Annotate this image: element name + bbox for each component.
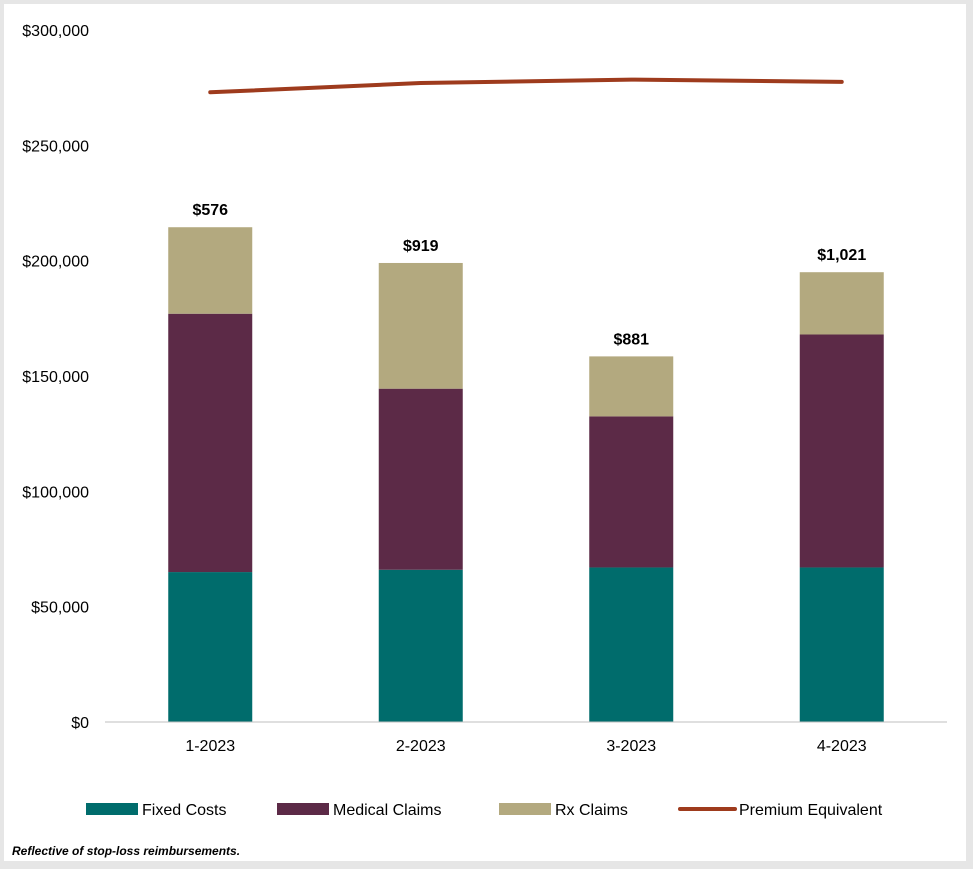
x-tick-label: 3-2023 — [606, 738, 656, 755]
bar-rx-claims — [168, 227, 253, 314]
chart-frame: $0 $50,000 $100,000 $150,000 $200,000 $250,00… — [4, 4, 966, 861]
bar-total-label: $1,021 — [817, 247, 866, 264]
footnote: Reflective of stop-loss reimbursements. — [12, 844, 241, 858]
bars: $576 $919 $881 $1,021 — [168, 202, 884, 722]
bar-medical-claims — [168, 313, 253, 573]
y-tick-label: $300,000 — [22, 23, 89, 40]
bar-fixed-costs — [378, 569, 463, 722]
legend-label-fixed-costs: Fixed Costs — [142, 802, 226, 819]
bar-rx-claims — [589, 356, 674, 417]
bar-medical-claims — [589, 416, 674, 568]
y-axis: $0 $50,000 $100,000 $150,000 $200,000 $250,00… — [22, 23, 89, 732]
bar-medical-claims — [799, 334, 884, 568]
bar-fixed-costs — [168, 572, 253, 722]
legend-label-medical-claims: Medical Claims — [333, 802, 441, 819]
bar-medical-claims — [378, 388, 463, 570]
bar-fixed-costs — [799, 567, 884, 722]
x-tick-label: 4-2023 — [817, 738, 867, 755]
bar-total-label: $576 — [192, 202, 228, 219]
x-axis: 1-2023 2-2023 3-2023 4-2023 — [105, 721, 947, 755]
chart: $0 $50,000 $100,000 $150,000 $200,000 $250,00… — [22, 23, 947, 819]
bar-total-label: $919 — [403, 238, 439, 255]
legend-swatch-rx-claims — [499, 803, 551, 815]
x-tick-label: 2-2023 — [396, 738, 446, 755]
y-tick-label: $0 — [71, 715, 89, 732]
premium-equivalent-line — [208, 77, 844, 95]
y-tick-label: $50,000 — [31, 600, 89, 617]
legend-swatch-medical-claims — [277, 803, 329, 815]
bar-rx-claims — [378, 262, 463, 389]
x-tick-label: 1-2023 — [185, 738, 235, 755]
bar-fixed-costs — [589, 567, 674, 722]
bar-total-label: $881 — [613, 331, 649, 348]
legend-swatch-fixed-costs — [86, 803, 138, 815]
legend-label-rx-claims: Rx Claims — [555, 802, 628, 819]
legend-label-premium-equivalent: Premium Equivalent — [739, 802, 883, 819]
y-tick-label: $250,000 — [22, 138, 89, 155]
y-tick-label: $200,000 — [22, 254, 89, 271]
bar-rx-claims — [799, 272, 884, 335]
y-tick-label: $150,000 — [22, 369, 89, 386]
y-tick-label: $100,000 — [22, 484, 89, 501]
legend: Fixed Costs Medical Claims Rx Claims Premiu… — [86, 802, 883, 819]
premium-line-layer — [208, 77, 844, 95]
